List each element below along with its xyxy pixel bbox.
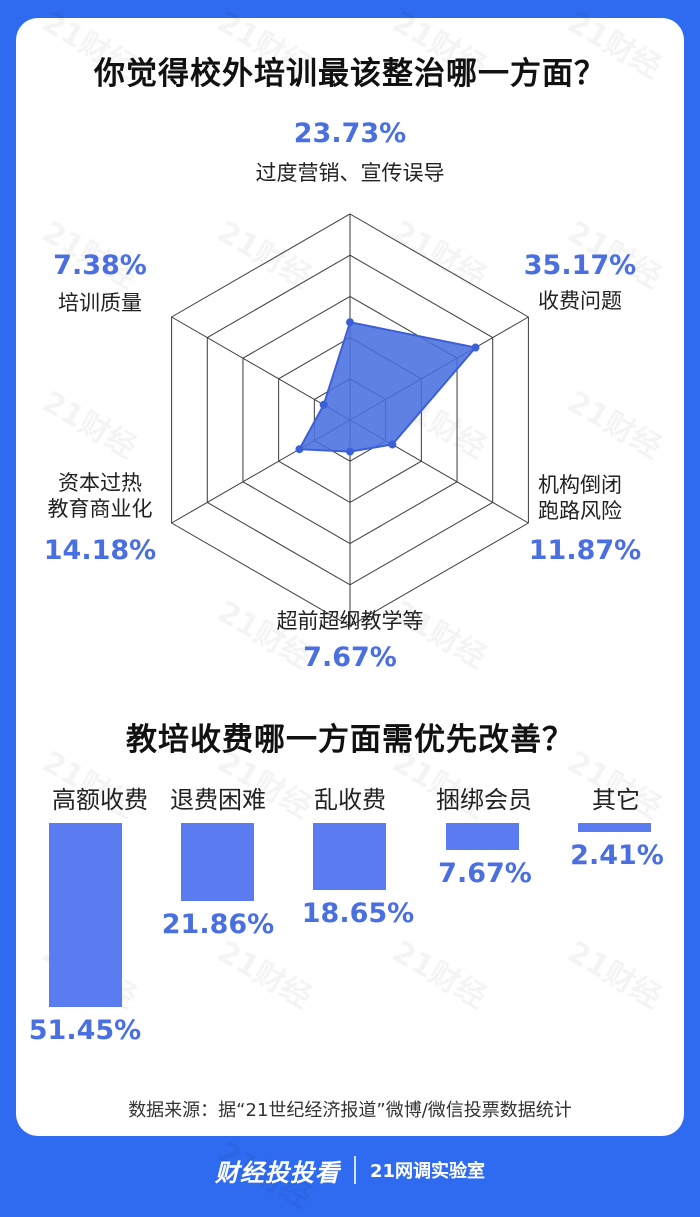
bar-label-4: 2.41%: [570, 840, 664, 871]
org-name: 21网调实验室: [369, 1161, 486, 1182]
bar-1: [181, 823, 254, 901]
bar-4: [578, 823, 651, 832]
bar-category-2: 乱收费: [314, 786, 386, 814]
radar-label-2-line1: 机构倒闭: [538, 473, 622, 497]
bar-category-3: 捆绑会员: [436, 786, 532, 814]
radar-chart-title: 你觉得校外培训最该整治哪一方面？: [94, 56, 606, 92]
footer: 财经投投看 21网调实验室: [0, 1150, 700, 1190]
radar-value-1: 35.17%: [523, 250, 637, 281]
bar-category-1: 退费困难: [170, 786, 266, 814]
radar-value-3: 7.67%: [303, 642, 397, 673]
bar-2: [313, 823, 386, 890]
bar-category-0: 高额收费: [52, 786, 148, 814]
bar-0: [49, 823, 122, 1007]
radar-data-area: [297, 321, 478, 453]
brand-logo: 财经投投看: [214, 1158, 340, 1187]
radar-label-0: 过度营销、宣传误导: [255, 161, 445, 185]
footer-divider: [353, 1156, 356, 1184]
radar-data-point-4: [295, 445, 304, 454]
radar-data-point-2: [388, 440, 397, 449]
radar-label-4-line1: 资本过热: [58, 471, 142, 495]
bar-label-1: 21.86%: [161, 909, 275, 940]
radar-label-5: 培训质量: [58, 291, 142, 315]
bar-label-2: 18.65%: [301, 898, 415, 929]
radar-value-2: 11.87%: [528, 535, 642, 566]
bar-3: [446, 823, 519, 850]
radar-data-point-3: [346, 447, 354, 456]
bar-label-3: 7.67%: [438, 858, 532, 889]
bar-label-0: 51.45%: [28, 1015, 142, 1046]
radar-label-4-line2: 教育商业化: [47, 497, 153, 521]
radar-data-point-1: [471, 343, 480, 352]
radar-label-1: 收费问题: [538, 289, 622, 313]
bar-category-4: 其它: [592, 786, 640, 814]
bar-chart-title: 教培收费哪一方面需优先改善？: [126, 722, 574, 758]
radar-chart: [171, 213, 529, 627]
radar-data-point-5: [319, 400, 328, 409]
radar-value-0: 23.73%: [293, 118, 407, 149]
data-source-note: 数据来源：据“21世纪经济报道”微博/微信投票数据统计: [128, 1100, 572, 1121]
radar-value-4: 14.18%: [43, 535, 157, 566]
radar-label-3: 超前超纲教学等: [276, 609, 424, 633]
radar-value-5: 7.38%: [53, 250, 147, 281]
radar-data-point-0: [346, 318, 354, 327]
radar-label-2-line2: 跑路风险: [538, 499, 622, 523]
